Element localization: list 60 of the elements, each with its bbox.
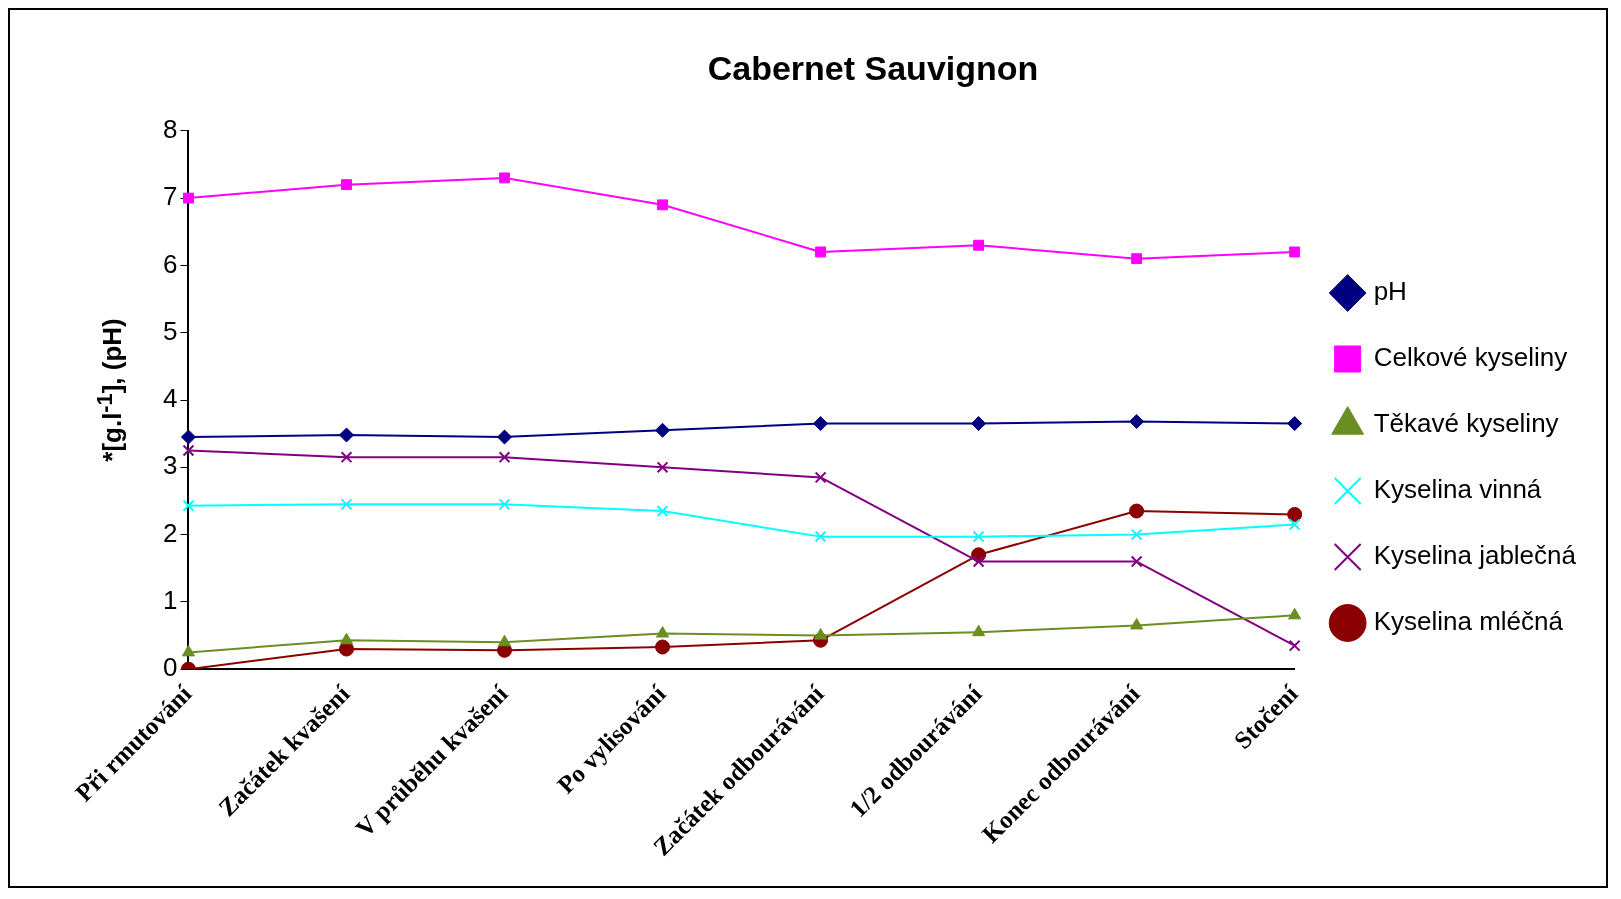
legend-label: Těkavé kyseliny — [1373, 408, 1559, 439]
point — [814, 628, 828, 640]
point — [1288, 518, 1301, 531]
point — [655, 626, 670, 638]
point — [340, 451, 353, 464]
y-tick-label: 0 — [162, 652, 178, 683]
point — [1288, 607, 1302, 620]
point — [814, 530, 827, 543]
point — [815, 246, 827, 258]
point — [1288, 639, 1301, 652]
point — [498, 451, 511, 464]
point — [972, 555, 985, 568]
y-tick-label: 4 — [162, 383, 178, 414]
y-tick-label: 2 — [162, 517, 178, 548]
y-tick-label: 6 — [162, 248, 178, 279]
y-tick-label: 5 — [162, 315, 178, 346]
point — [971, 416, 987, 432]
point — [180, 429, 196, 445]
point — [1287, 416, 1303, 432]
point — [339, 632, 354, 645]
legend-label: Kyselina jablečná — [1373, 540, 1577, 571]
point — [1130, 617, 1144, 630]
y-tick-label: 3 — [162, 450, 178, 481]
point — [1289, 246, 1301, 258]
point — [497, 634, 512, 647]
point — [340, 498, 353, 511]
y-tick-label: 7 — [162, 181, 178, 212]
point — [1131, 253, 1143, 265]
point — [499, 172, 510, 184]
point — [655, 639, 671, 655]
point — [656, 461, 669, 474]
legend-label: Celkové kyseliny — [1373, 342, 1568, 373]
point — [498, 498, 511, 511]
point — [183, 192, 194, 204]
point — [972, 530, 985, 543]
point — [1130, 528, 1143, 541]
point — [182, 444, 195, 457]
point — [181, 644, 196, 657]
point — [813, 416, 829, 432]
point — [972, 624, 986, 637]
point — [814, 471, 827, 484]
point — [655, 422, 671, 438]
point — [656, 505, 669, 517]
point — [338, 427, 354, 443]
point — [1129, 414, 1145, 430]
point — [973, 239, 985, 251]
legend-label: pH — [1373, 276, 1407, 307]
legend-label: Kyselina mléčná — [1373, 606, 1564, 637]
y-tick-label: 8 — [162, 113, 178, 144]
point — [497, 429, 513, 445]
legend-label: Kyselina vinná — [1373, 474, 1542, 505]
point — [1287, 506, 1303, 522]
point — [182, 499, 195, 512]
point — [1130, 555, 1143, 568]
y-tick-label: 1 — [162, 585, 178, 616]
point — [657, 199, 668, 211]
chart-title: Cabernet Sauvignon — [707, 48, 1039, 87]
point — [341, 179, 352, 191]
point — [1129, 503, 1145, 519]
point — [338, 641, 354, 657]
